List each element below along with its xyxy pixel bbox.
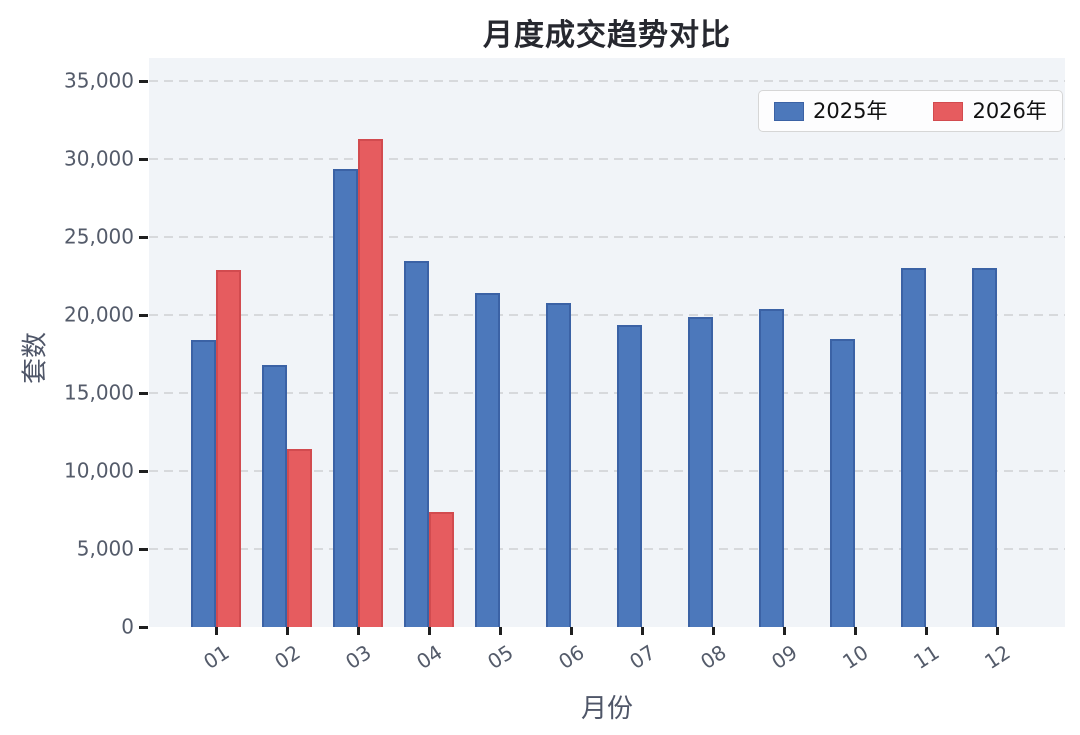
y-tick-label-35000: 35,000 bbox=[64, 68, 134, 93]
x-tick-label-03: 03 bbox=[340, 640, 376, 674]
x-tick-label-12: 12 bbox=[979, 640, 1015, 674]
gridline-25000 bbox=[149, 236, 1065, 239]
x-tick-label-11: 11 bbox=[908, 640, 944, 674]
bar-2025年-05 bbox=[475, 293, 500, 627]
y-tick-label-30000: 30,000 bbox=[64, 146, 134, 171]
bar-2025年-12 bbox=[972, 268, 997, 627]
x-tick-11 bbox=[925, 627, 928, 635]
y-tick-label-5000: 5,000 bbox=[76, 536, 134, 561]
x-tick-label-10: 10 bbox=[837, 640, 873, 674]
y-tick-30000 bbox=[139, 158, 148, 161]
bar-2026年-02 bbox=[287, 449, 312, 627]
x-tick-08 bbox=[712, 627, 715, 635]
legend-swatch-2026 bbox=[933, 101, 964, 121]
x-tick-06 bbox=[570, 627, 573, 635]
legend-label-2025: 2025年 bbox=[813, 98, 888, 123]
x-tick-05 bbox=[499, 627, 502, 635]
x-tick-label-08: 08 bbox=[695, 640, 731, 674]
x-tick-03 bbox=[357, 627, 360, 635]
legend: 2025年 2026年 bbox=[758, 90, 1063, 132]
y-tick-label-15000: 15,000 bbox=[64, 380, 134, 405]
bar-2025年-06 bbox=[546, 302, 571, 627]
bar-2025年-04 bbox=[404, 260, 429, 627]
x-tick-02 bbox=[286, 627, 289, 635]
chart-title: 月度成交趋势对比 bbox=[483, 18, 731, 53]
y-tick-10000 bbox=[139, 470, 148, 473]
y-tick-20000 bbox=[139, 314, 148, 317]
bar-2025年-10 bbox=[830, 338, 855, 627]
bar-2025年-03 bbox=[333, 168, 358, 627]
x-tick-label-05: 05 bbox=[482, 640, 518, 674]
gridline-5000 bbox=[149, 548, 1065, 551]
y-axis-title: 套数 bbox=[20, 331, 51, 385]
y-tick-25000 bbox=[139, 236, 148, 239]
bar-2026年-03 bbox=[358, 139, 383, 627]
x-tick-label-09: 09 bbox=[766, 640, 802, 674]
y-tick-label-20000: 20,000 bbox=[64, 302, 134, 327]
bar-2026年-04 bbox=[429, 511, 454, 627]
y-tick-label-0: 0 bbox=[121, 614, 134, 639]
bar-2025年-01 bbox=[191, 340, 216, 627]
y-tick-label-10000: 10,000 bbox=[64, 458, 134, 483]
bar-2025年-02 bbox=[262, 365, 287, 627]
gridline-35000 bbox=[149, 80, 1065, 83]
bar-2025年-07 bbox=[617, 324, 642, 627]
x-tick-07 bbox=[641, 627, 644, 635]
y-tick-0 bbox=[139, 626, 148, 629]
x-tick-label-04: 04 bbox=[411, 640, 447, 674]
x-tick-label-07: 07 bbox=[624, 640, 660, 674]
legend-swatch-2025 bbox=[774, 101, 804, 121]
plot-area bbox=[149, 58, 1065, 627]
y-tick-5000 bbox=[139, 548, 148, 551]
legend-item-2025: 2025年 bbox=[774, 98, 888, 123]
x-tick-04 bbox=[428, 627, 431, 635]
bar-2025年-08 bbox=[688, 316, 713, 627]
x-tick-label-02: 02 bbox=[269, 640, 305, 674]
y-tick-15000 bbox=[139, 392, 148, 395]
x-axis-title: 月份 bbox=[580, 694, 633, 724]
bar-2025年-11 bbox=[901, 268, 926, 627]
x-tick-label-01: 01 bbox=[198, 640, 234, 674]
legend-label-2026: 2026年 bbox=[972, 98, 1047, 123]
x-tick-09 bbox=[783, 627, 786, 635]
gridline-30000 bbox=[149, 158, 1065, 161]
legend-item-2026: 2026年 bbox=[933, 98, 1047, 123]
bar-2026年-01 bbox=[216, 270, 241, 627]
gridline-10000 bbox=[149, 470, 1065, 473]
bar-2025年-09 bbox=[759, 308, 784, 627]
x-tick-01 bbox=[215, 627, 218, 635]
x-tick-label-06: 06 bbox=[553, 640, 589, 674]
y-tick-35000 bbox=[139, 80, 148, 83]
y-tick-label-25000: 25,000 bbox=[64, 224, 134, 249]
x-tick-10 bbox=[854, 627, 857, 635]
x-tick-12 bbox=[996, 627, 999, 635]
gridline-15000 bbox=[149, 392, 1065, 395]
gridline-20000 bbox=[149, 314, 1065, 317]
